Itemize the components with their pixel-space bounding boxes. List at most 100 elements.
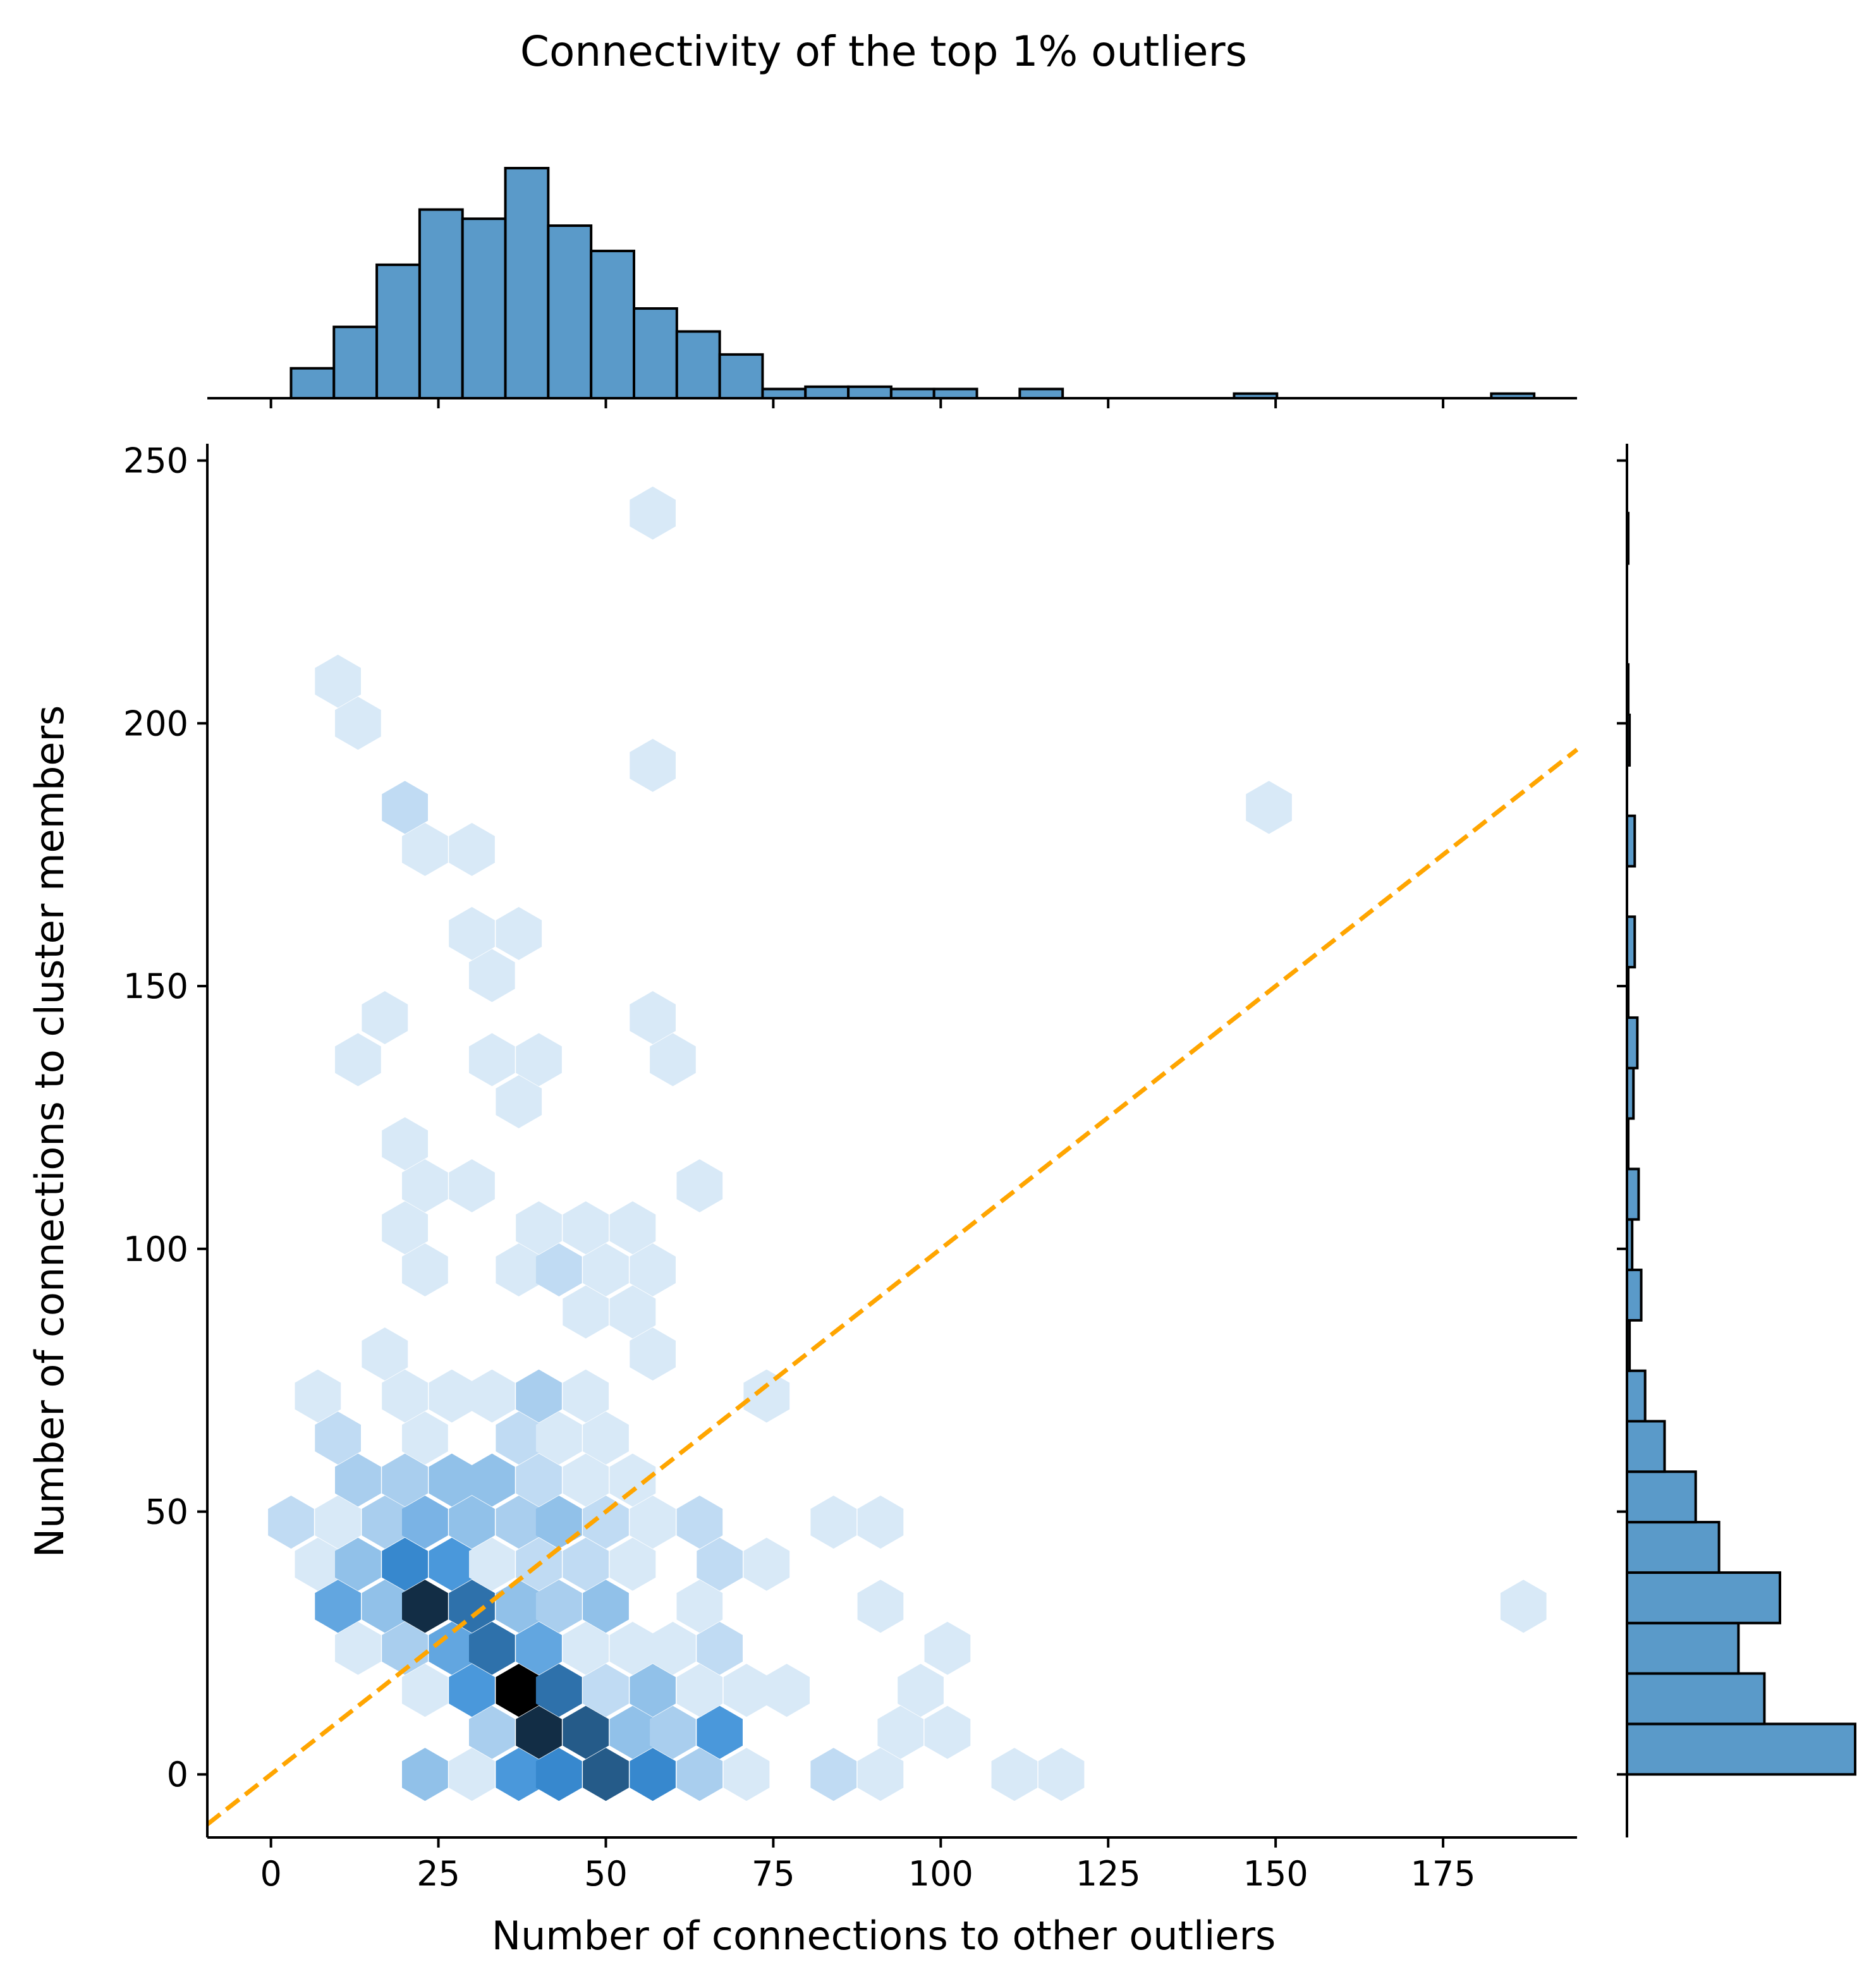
hexbin-cell [630, 991, 676, 1044]
hexbin-cell [857, 1748, 904, 1801]
hexbin-cell [609, 1285, 656, 1339]
hexbin-cell [583, 1748, 629, 1801]
hexbin-cell [402, 1159, 448, 1212]
right-histogram-bar [1626, 1420, 1666, 1473]
hexbin-cell [469, 1033, 515, 1087]
hexbin-cell [402, 1664, 448, 1717]
hexbin-cell [449, 906, 495, 960]
hexbin-cell [496, 1580, 542, 1633]
top-histogram-bar [547, 224, 593, 399]
hexbin-cell [810, 1748, 857, 1801]
y-tick-label: 0 [167, 1755, 188, 1794]
top-histogram-bar [1018, 387, 1064, 400]
hexbin-cell [630, 1664, 676, 1717]
hexbin-cell [516, 1453, 562, 1507]
hexbin-cell [630, 486, 676, 540]
top-histogram-bar [761, 387, 807, 400]
hexbin-cell [382, 1537, 428, 1591]
y-tick-label: 250 [123, 441, 188, 481]
hexbin-cell [583, 1243, 629, 1296]
hexbin-cell [723, 1664, 770, 1717]
top-histogram-bar [504, 167, 550, 399]
hexbin-cell [429, 1537, 475, 1591]
hexbin-cell [402, 1580, 448, 1633]
top-histogram-bar [889, 387, 935, 400]
hexbin-cell [402, 822, 448, 876]
top-histogram-bar [418, 208, 464, 399]
top-histogram-bar [289, 367, 336, 399]
hexbin-cell [924, 1621, 971, 1675]
x-axis-label: Number of connections to other outliers [492, 1913, 1276, 1959]
hexbin-cell [535, 1496, 582, 1549]
right-marginal-histogram [1626, 511, 1856, 1776]
hexbin-cell [535, 1411, 582, 1465]
right-histogram-bar [1626, 1016, 1639, 1069]
hexbin-cell [535, 1243, 582, 1296]
hexbin-cell [516, 1033, 562, 1087]
hexbin-cell [676, 1496, 723, 1549]
hexbin-cell [469, 1621, 515, 1675]
x-tick-label: 125 [1076, 1854, 1141, 1894]
hexbin-cell [991, 1748, 1038, 1801]
hexbin-cell [315, 1411, 361, 1465]
right-histogram-bar [1626, 1672, 1766, 1726]
hexbin-cell [268, 1496, 314, 1549]
hexbin-cell [516, 1705, 562, 1759]
hexbin-cell [315, 654, 361, 708]
hexbin-cell [563, 1537, 609, 1591]
hexbin-cell [609, 1621, 656, 1675]
right-histogram-bar [1626, 1470, 1697, 1524]
hexbin-cell [697, 1537, 743, 1591]
hexbin-cell [469, 1369, 515, 1423]
hexbin-cell [516, 1201, 562, 1255]
hexbin-cell [1038, 1748, 1085, 1801]
hexbin-cell [496, 1664, 542, 1717]
hexbin-cell [315, 1580, 361, 1633]
hexbin-cell [583, 1496, 629, 1549]
reference-line-y-equals-x [205, 748, 1579, 1826]
hexbin-cell [429, 1621, 475, 1675]
hexbin-cell [583, 1411, 629, 1465]
hexbin-cell [449, 1580, 495, 1633]
hexbin-cell [382, 1369, 428, 1423]
hexbin-cell [743, 1369, 790, 1423]
hexbin-cell [676, 1664, 723, 1717]
hexbin-cell [362, 1496, 408, 1549]
right-histogram-bar [1626, 1621, 1740, 1675]
hexbin-cell [609, 1201, 656, 1255]
x-tick-label: 50 [584, 1854, 628, 1894]
top-histogram-bar [332, 326, 379, 399]
top-histogram-bar [675, 330, 721, 399]
hexbin-cell [335, 1537, 381, 1591]
hexbin-cell [496, 1243, 542, 1296]
hexbin-cell [1246, 781, 1292, 834]
hexbin-cell [563, 1453, 609, 1507]
top-histogram-bar [633, 307, 678, 400]
right-histogram-bar [1626, 1269, 1643, 1322]
hexbin-cell [1500, 1580, 1547, 1633]
hexbin-cell [609, 1705, 656, 1759]
top-histogram-bar [461, 217, 507, 399]
hexbin-cell [898, 1664, 944, 1717]
hexbin-cell [449, 1496, 495, 1549]
hexbin-cell [469, 1705, 515, 1759]
hexbin-cell [535, 1580, 582, 1633]
hexbin-cell [496, 906, 542, 960]
hexbin-cell [810, 1496, 857, 1549]
hexbin-cell [516, 1621, 562, 1675]
y-tick-label: 200 [123, 704, 188, 743]
hexbin-cell [335, 697, 381, 750]
right-histogram-bar [1626, 1369, 1647, 1423]
x-tick-label: 175 [1411, 1854, 1476, 1894]
hexbin-cell [650, 1033, 696, 1087]
hexbin-cell [563, 1369, 609, 1423]
hexbin-cell [496, 1496, 542, 1549]
hexbin-cell [630, 738, 676, 792]
hexbin-cell [449, 1748, 495, 1801]
x-tick-label: 75 [752, 1854, 795, 1894]
hexbin-cell [563, 1285, 609, 1339]
hexbin-cell [857, 1580, 904, 1633]
hexbin-cell [335, 1453, 381, 1507]
hexbin-cell [402, 1243, 448, 1296]
hexbin-cell [469, 1537, 515, 1591]
